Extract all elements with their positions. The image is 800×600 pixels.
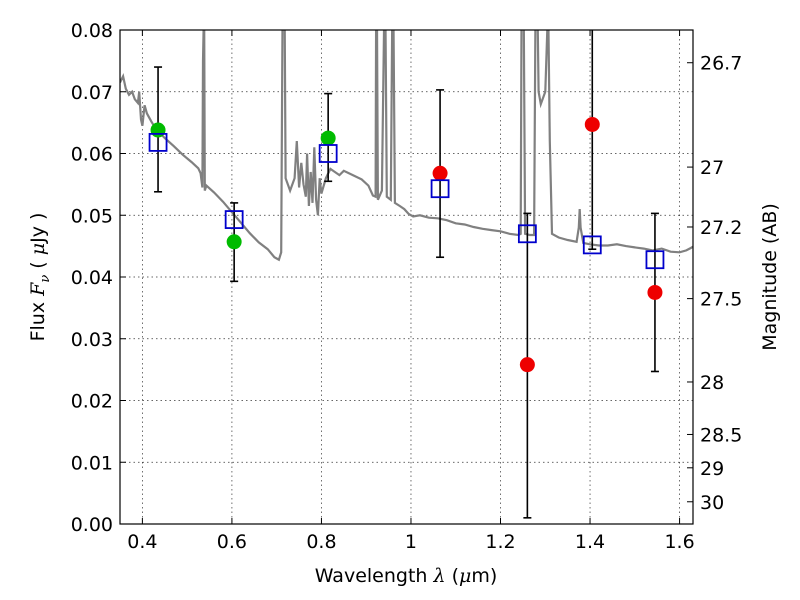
y2-tick-label: 27.5 (700, 289, 742, 311)
grid-lines (120, 29, 693, 525)
green-data-point (226, 234, 242, 250)
y-tick-label: 0.03 (71, 329, 113, 351)
y2-tick-label: 28.5 (700, 424, 742, 446)
x-tick-label: 0.8 (306, 531, 336, 553)
model-square (224, 210, 244, 229)
y2-tick-label: 26.7 (700, 53, 742, 75)
y-tick-label: 0.05 (71, 205, 113, 227)
y-tick-label: 0.08 (71, 20, 113, 42)
y-tick-label: 0.00 (71, 514, 113, 536)
y-tick-label: 0.06 (71, 144, 113, 166)
y2-tick-label: 29 (700, 458, 724, 480)
model-square (645, 250, 665, 270)
x-tick-label: 1.4 (575, 531, 605, 553)
y2-tick-label: 30 (700, 492, 724, 514)
x-tick-label: 0.4 (127, 531, 157, 553)
model-square (318, 144, 338, 163)
x-tick-label: 0.6 (217, 531, 247, 553)
y-tick-label: 0.04 (71, 267, 113, 289)
model-spectrum-line (120, 30, 693, 262)
red-data-point (432, 165, 448, 181)
green-data-point (150, 122, 166, 138)
x-axis-label: Wavelength λ (μm) (315, 565, 498, 587)
red-data-point (647, 284, 663, 300)
error-bars (154, 30, 659, 519)
model-square (582, 235, 602, 255)
spectrum-layer (120, 30, 693, 262)
x-tick-label: 1 (405, 531, 417, 553)
y-tick-label: 0.02 (71, 391, 113, 413)
y-tick-label: 0.01 (71, 452, 113, 474)
model-square (430, 179, 450, 199)
green-data-point (320, 130, 336, 146)
model-square (148, 132, 168, 152)
x-tick-label: 1.6 (664, 531, 694, 553)
photometry-points (150, 116, 663, 373)
axis-ticks: 0.4 0.6 0.8 1 1.2 1.4 1.6 0.00 0.01 0.02 0.03 0.04 0… (71, 20, 743, 553)
red-data-point (519, 357, 535, 373)
model-photometry-squares (148, 132, 665, 270)
x-tick-label: 1.2 (485, 531, 515, 553)
red-data-point (584, 116, 600, 132)
y-axis-label: Flux Fν ( μJy ) (27, 213, 53, 342)
y2-tick-label: 27 (700, 157, 724, 179)
model-square (517, 224, 537, 244)
y2-axis-label: Magnitude (AB) (759, 203, 781, 351)
y-tick-label: 0.07 (71, 82, 113, 104)
y2-tick-label: 27.2 (700, 217, 742, 239)
y2-tick-label: 28 (700, 372, 724, 394)
